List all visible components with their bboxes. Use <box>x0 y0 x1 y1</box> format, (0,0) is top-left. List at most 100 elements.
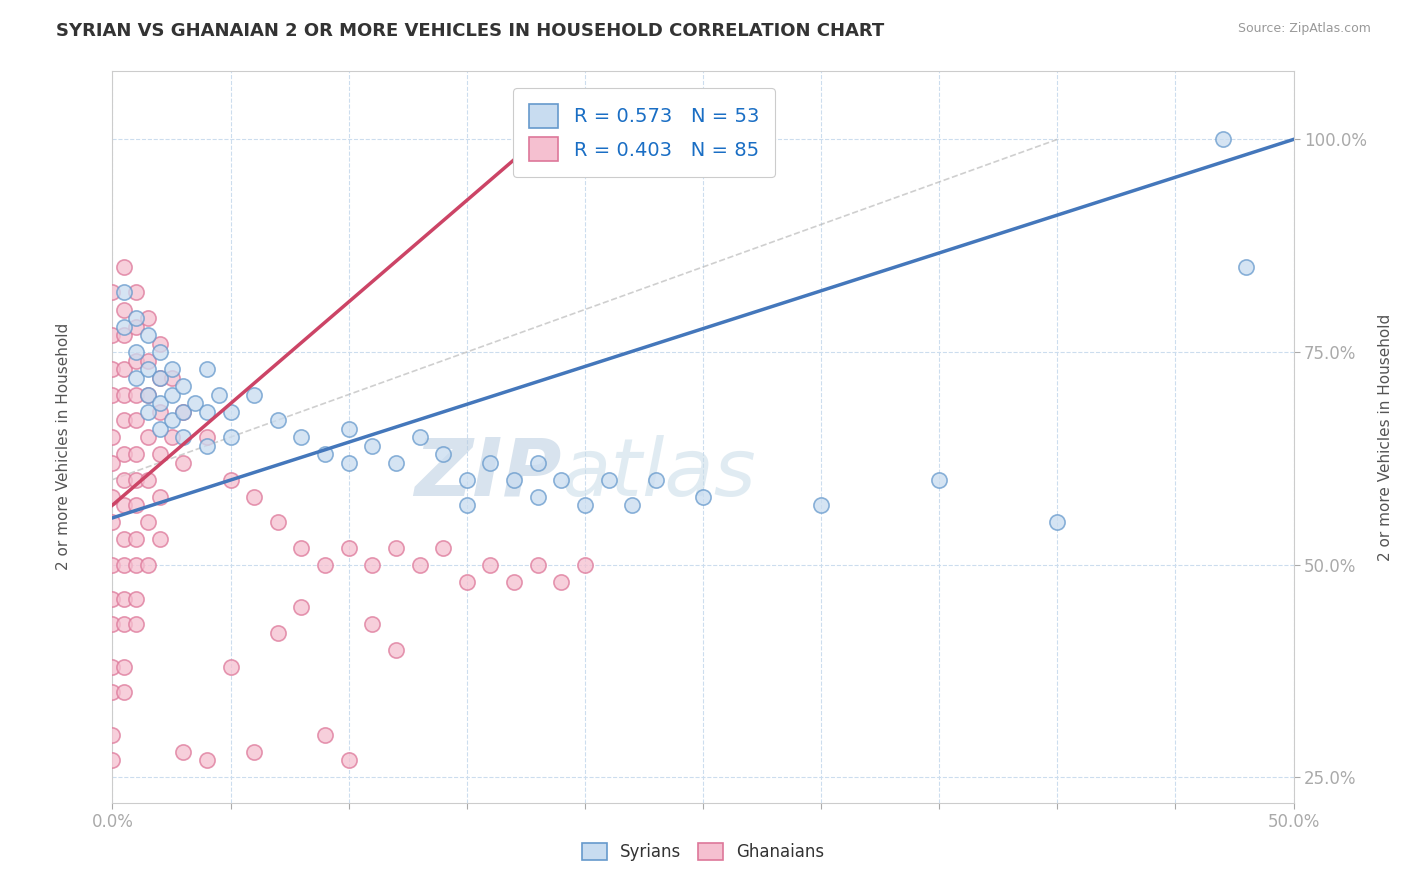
Point <box>125 532 148 546</box>
Point <box>112 328 135 343</box>
Point <box>149 345 172 359</box>
Point <box>1234 260 1257 274</box>
Point <box>314 728 336 742</box>
Point <box>361 558 384 572</box>
Point <box>101 456 124 470</box>
Point <box>125 473 148 487</box>
Point <box>112 617 135 632</box>
Point <box>644 473 666 487</box>
Point <box>456 574 478 589</box>
Point <box>503 473 526 487</box>
Point <box>112 387 135 401</box>
Point <box>101 490 124 504</box>
Point <box>621 498 644 512</box>
Point <box>172 404 194 418</box>
Point <box>112 591 135 606</box>
Point <box>149 396 172 410</box>
Point <box>125 353 148 368</box>
Point <box>243 745 266 759</box>
Point <box>928 473 950 487</box>
Point <box>337 753 360 767</box>
Point <box>160 413 183 427</box>
Point <box>101 591 124 606</box>
Point <box>112 498 135 512</box>
Point <box>219 404 242 418</box>
Point <box>385 456 408 470</box>
Point <box>136 558 159 572</box>
Point <box>125 591 148 606</box>
Point <box>290 430 312 444</box>
Point <box>385 642 408 657</box>
Point <box>112 260 135 274</box>
Point <box>136 430 159 444</box>
Point <box>160 387 183 401</box>
Point <box>432 447 454 461</box>
Point <box>112 659 135 673</box>
Point <box>574 498 596 512</box>
Point <box>810 498 832 512</box>
Point <box>267 413 290 427</box>
Point <box>101 387 124 401</box>
Point <box>101 617 124 632</box>
Point <box>149 490 172 504</box>
Point <box>101 685 124 699</box>
Point <box>136 328 159 343</box>
Point <box>160 370 183 384</box>
Point <box>112 532 135 546</box>
Point <box>136 515 159 529</box>
Point <box>195 753 218 767</box>
Point <box>385 541 408 555</box>
Point <box>101 659 124 673</box>
Point <box>195 362 218 376</box>
Point <box>503 574 526 589</box>
Point <box>456 498 478 512</box>
Point <box>125 345 148 359</box>
Point <box>526 558 548 572</box>
Point <box>125 558 148 572</box>
Point <box>125 447 148 461</box>
Point <box>125 370 148 384</box>
Point <box>172 404 194 418</box>
Point <box>125 413 148 427</box>
Point <box>526 490 548 504</box>
Point <box>267 515 290 529</box>
Point <box>314 447 336 461</box>
Point <box>125 498 148 512</box>
Point <box>550 574 572 589</box>
Point <box>290 600 312 615</box>
Point <box>125 617 148 632</box>
Point <box>172 456 194 470</box>
Point <box>101 515 124 529</box>
Y-axis label: 2 or more Vehicles in Household: 2 or more Vehicles in Household <box>1378 313 1393 561</box>
Point <box>219 473 242 487</box>
Point <box>432 541 454 555</box>
Point <box>112 473 135 487</box>
Text: 2 or more Vehicles in Household: 2 or more Vehicles in Household <box>56 322 70 570</box>
Point <box>550 473 572 487</box>
Point <box>184 396 207 410</box>
Text: ZIP: ZIP <box>413 434 561 513</box>
Point <box>149 404 172 418</box>
Point <box>136 473 159 487</box>
Point <box>112 362 135 376</box>
Text: atlas: atlas <box>561 434 756 513</box>
Point <box>101 753 124 767</box>
Point <box>337 541 360 555</box>
Point <box>149 336 172 351</box>
Point <box>125 319 148 334</box>
Point <box>101 558 124 572</box>
Point <box>408 430 430 444</box>
Point <box>136 311 159 326</box>
Point <box>101 285 124 300</box>
Point <box>112 685 135 699</box>
Point <box>290 541 312 555</box>
Point <box>243 490 266 504</box>
Point <box>361 617 384 632</box>
Point <box>195 404 218 418</box>
Point <box>149 447 172 461</box>
Point <box>479 558 502 572</box>
Point <box>479 456 502 470</box>
Point <box>136 387 159 401</box>
Point <box>101 362 124 376</box>
Point <box>112 285 135 300</box>
